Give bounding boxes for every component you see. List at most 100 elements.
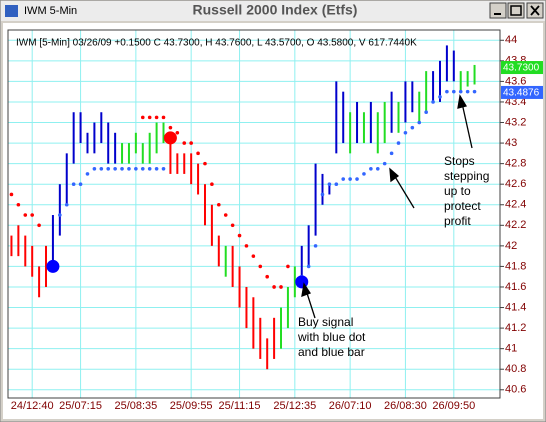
stop-dot [320, 192, 325, 197]
stop-dot [64, 202, 69, 207]
stop-dot [327, 182, 332, 186]
annotation: profit [444, 214, 471, 228]
stop-dot [348, 177, 352, 181]
stop-dot [382, 161, 387, 166]
stop-dot [410, 125, 415, 130]
stop-dot [78, 182, 83, 186]
stop-dot [113, 166, 117, 171]
y-tick-label: 42.2 [505, 219, 526, 231]
y-tick-label: 41.6 [505, 281, 526, 293]
y-tick-label: 40.6 [505, 384, 526, 396]
plot-frame [7, 29, 501, 399]
y-tick-label: 43 [505, 137, 517, 149]
stop-dot [258, 264, 263, 269]
stop-dot [417, 120, 422, 125]
y-tick-label: 41.2 [505, 322, 526, 334]
annotation: and blue bar [298, 345, 365, 359]
annotation: Buy signal [298, 315, 353, 329]
stop-dot [431, 100, 435, 104]
arrow-head [457, 94, 468, 109]
stop-dot [230, 223, 235, 228]
stop-dot [175, 130, 180, 135]
stop-dot [272, 285, 276, 289]
annotation: Stops [444, 154, 475, 168]
y-tick-label: 42.4 [505, 199, 526, 211]
arrow-line [305, 289, 316, 319]
minimize-button[interactable] [489, 2, 507, 19]
stop-dot [424, 110, 428, 115]
stop-dot [140, 166, 145, 171]
stop-dot [265, 274, 269, 279]
maximize-icon [510, 5, 522, 16]
stop-dot [244, 244, 249, 248]
stop-dot [154, 166, 159, 171]
arrow-head [301, 282, 311, 298]
stop-dot [341, 177, 346, 181]
x-tick-label: 25/07:15 [59, 400, 102, 412]
stop-dot [16, 202, 21, 207]
y-tick-label: 41 [505, 343, 517, 355]
stop-dot [127, 166, 131, 171]
close-icon [530, 5, 540, 16]
window-buttons [489, 2, 544, 19]
stop-dot [237, 233, 242, 238]
stop-dot [30, 213, 34, 217]
stop-dot [313, 244, 318, 248]
stop-dot [168, 125, 173, 130]
stop-dot [438, 95, 442, 99]
stop-dot [458, 89, 463, 94]
stop-dot [403, 130, 408, 135]
x-tick-label: 25/08:35 [114, 400, 157, 412]
y-tick-label: 43.6 [505, 75, 526, 87]
x-tick-label: 26/08:30 [384, 400, 427, 412]
annotation: up to [444, 184, 471, 198]
stop-dot [375, 166, 380, 171]
y-tick-label: 40.8 [505, 363, 526, 375]
annotation: with blue dot [297, 330, 366, 344]
x-tick-label: 26/09:50 [432, 400, 475, 412]
stop-dot [99, 166, 104, 171]
arrow-line [461, 102, 473, 149]
stop-dot [306, 264, 311, 269]
x-tick-label: 26/07:10 [329, 400, 372, 412]
stop-dot [147, 115, 152, 120]
stop-dot [362, 172, 366, 176]
y-tick-label: 41.8 [505, 260, 526, 272]
stop-dot [286, 264, 290, 269]
y-tick-label: 42.6 [505, 178, 526, 190]
stop-dot [9, 192, 14, 197]
stop-dot [445, 89, 449, 94]
stop-dot [334, 182, 339, 186]
chart-area [3, 23, 543, 419]
stop-dot [210, 182, 214, 186]
price-tag-label: 43.4876 [503, 88, 540, 99]
y-tick-label: 42 [505, 240, 517, 252]
stop-dot [23, 213, 28, 217]
y-tick-label: 43.2 [505, 116, 526, 128]
y-tick-label: 44 [505, 34, 517, 46]
title-bar [1, 1, 545, 21]
stop-dot [203, 161, 207, 166]
stop-dot [120, 166, 124, 171]
price-tag [501, 61, 543, 75]
chart-title: Russell 2000 Index (Etfs) [193, 2, 358, 18]
x-tick-label: 25/09:55 [170, 400, 213, 412]
stop-dot [154, 115, 159, 120]
x-tick-label: 25/12:35 [273, 400, 316, 412]
signal-dot [46, 259, 60, 273]
stop-dot [161, 166, 166, 171]
stop-dot [92, 166, 97, 171]
y-tick-label: 42.8 [505, 158, 526, 170]
price-tag-label: 43.7300 [503, 63, 540, 74]
stop-dot [37, 223, 41, 228]
stop-dot [147, 166, 152, 171]
arrow-line [393, 174, 415, 209]
stop-dot [279, 285, 283, 289]
stop-dot [389, 151, 394, 156]
grid: 40.6 40.8 41 41.2 41.4 41.6 41.8 42 42.2 42.4 42.6… [8, 30, 526, 412]
x-tick-label: 24/12:40 [11, 400, 54, 412]
stop-dot [217, 202, 221, 207]
stop-dot [369, 166, 373, 171]
